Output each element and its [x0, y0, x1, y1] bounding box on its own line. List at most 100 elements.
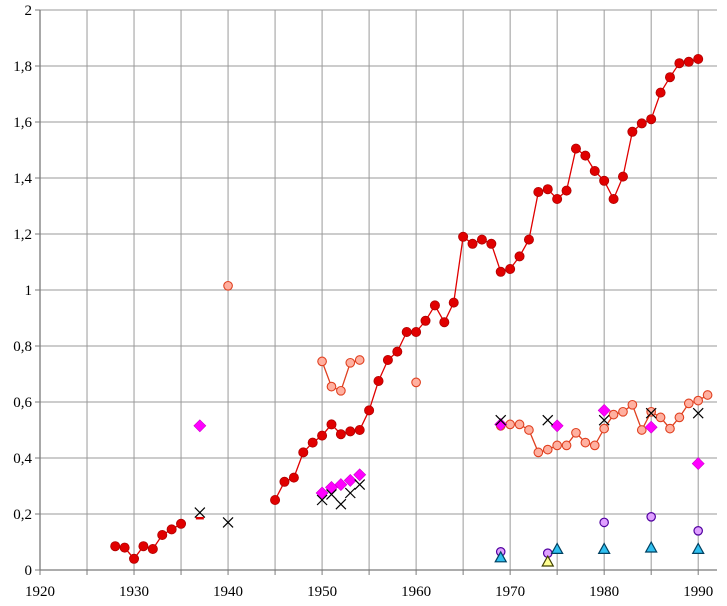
data-point-red: [533, 186, 544, 197]
data-point-open-circle: [646, 406, 657, 417]
x-tick-label: 1920: [25, 584, 55, 600]
data-point-open-circle: [552, 440, 563, 451]
data-point-open-circle: [561, 440, 572, 451]
data-point-red: [523, 234, 534, 245]
y-tick-label: 0,8: [13, 339, 32, 355]
data-point-red: [364, 405, 375, 416]
data-point-red: [664, 72, 675, 83]
series-layer: [110, 54, 713, 567]
cross-stroke: [354, 479, 366, 491]
data-point-open-circle: [580, 437, 591, 448]
data-point-lavender: [693, 525, 703, 536]
data-point-red: [627, 126, 638, 137]
data-point-red: [129, 553, 140, 564]
data-point-open-circle: [702, 390, 713, 400]
cross-stroke: [222, 516, 234, 528]
cross-stroke: [495, 414, 507, 426]
data-point-red: [166, 524, 177, 535]
data-point-lavender: [599, 517, 609, 528]
cross-stroke: [645, 407, 657, 419]
data-point-cross: [692, 407, 704, 419]
data-point-diamond: [353, 468, 367, 482]
data-point-diamond: [550, 419, 564, 433]
data-point-red: [570, 143, 581, 154]
cross-stroke: [316, 494, 328, 506]
data-point-cross: [495, 414, 507, 426]
series-1: [223, 280, 713, 458]
data-point-red: [279, 476, 290, 487]
data-point-cross: [645, 407, 657, 419]
data-point-cross: [316, 494, 328, 506]
data-point-open-circle: [326, 381, 337, 392]
y-tick-label: 0: [25, 563, 33, 579]
data-point-diamond: [193, 419, 207, 433]
data-point-red: [655, 87, 666, 98]
data-point-open-circle: [674, 412, 685, 423]
y-tick-label: 1,8: [13, 59, 32, 75]
data-point-lavender: [646, 511, 656, 522]
data-point-red: [382, 354, 393, 365]
data-point-red: [552, 193, 563, 204]
cross-stroke: [344, 487, 356, 499]
data-point-diamond: [494, 417, 508, 431]
y-tick-label: 0,2: [13, 507, 32, 523]
data-point-red: [392, 346, 403, 357]
cross-stroke: [692, 407, 704, 419]
data-point-open-circle: [589, 440, 600, 451]
data-point-open-circle: [627, 399, 638, 410]
data-point-red: [147, 544, 158, 555]
y-tick-label: 1,4: [13, 171, 32, 187]
x-tick-label: 1930: [119, 584, 149, 600]
data-point-open-circle: [317, 356, 327, 367]
data-point-red: [439, 317, 450, 328]
data-point-cross: [344, 487, 356, 499]
data-point-diamond: [315, 486, 329, 500]
data-point-red: [683, 56, 694, 67]
cross-stroke: [326, 488, 337, 500]
data-point-open-circle: [683, 398, 694, 409]
data-point-red: [335, 429, 346, 440]
data-point-red: [589, 165, 600, 176]
y-tick-label: 0,6: [13, 395, 32, 411]
data-point-open-circle: [693, 395, 704, 406]
data-point-red: [561, 185, 572, 196]
data-point-red: [693, 54, 704, 65]
data-point-red: [176, 518, 187, 529]
data-point-open-circle: [345, 357, 356, 368]
data-point-open-circle: [618, 406, 628, 417]
data-point-diamond: [644, 420, 658, 434]
data-point-cross: [194, 507, 206, 519]
data-point-triangle-cyan: [597, 542, 611, 555]
data-point-open-circle: [514, 419, 525, 430]
data-point-open-circle: [655, 412, 666, 423]
y-tick-label: 1,6: [13, 115, 32, 131]
x-tick-label: 1960: [401, 584, 431, 600]
data-point-red: [157, 530, 168, 541]
data-point-red: [599, 175, 610, 186]
series-0: [110, 54, 704, 564]
data-point-red: [636, 118, 647, 129]
data-point-open-circle: [336, 385, 346, 396]
data-point-red: [298, 447, 309, 458]
data-point-red: [617, 171, 628, 182]
data-point-triangle-cyan: [550, 542, 564, 555]
x-tick-label: 1980: [589, 584, 619, 600]
data-point-triangle-cyan: [644, 540, 658, 553]
cross-stroke: [542, 414, 554, 426]
data-point-open-circle: [354, 355, 365, 365]
data-point-red: [467, 238, 478, 249]
data-point-red: [354, 424, 365, 435]
y-tick-label: 1: [25, 283, 33, 299]
data-point-open-circle: [608, 409, 619, 420]
data-point-red: [373, 375, 384, 386]
data-point-red: [674, 58, 685, 69]
cross-stroke: [598, 414, 610, 426]
data-point-open-circle: [524, 425, 534, 435]
data-point-red: [110, 541, 121, 552]
data-point-cross: [222, 516, 234, 528]
data-point-red: [476, 234, 487, 245]
data-point-red: [401, 326, 412, 337]
data-point-red: [429, 300, 440, 311]
y-tick-label: 2: [25, 3, 33, 19]
